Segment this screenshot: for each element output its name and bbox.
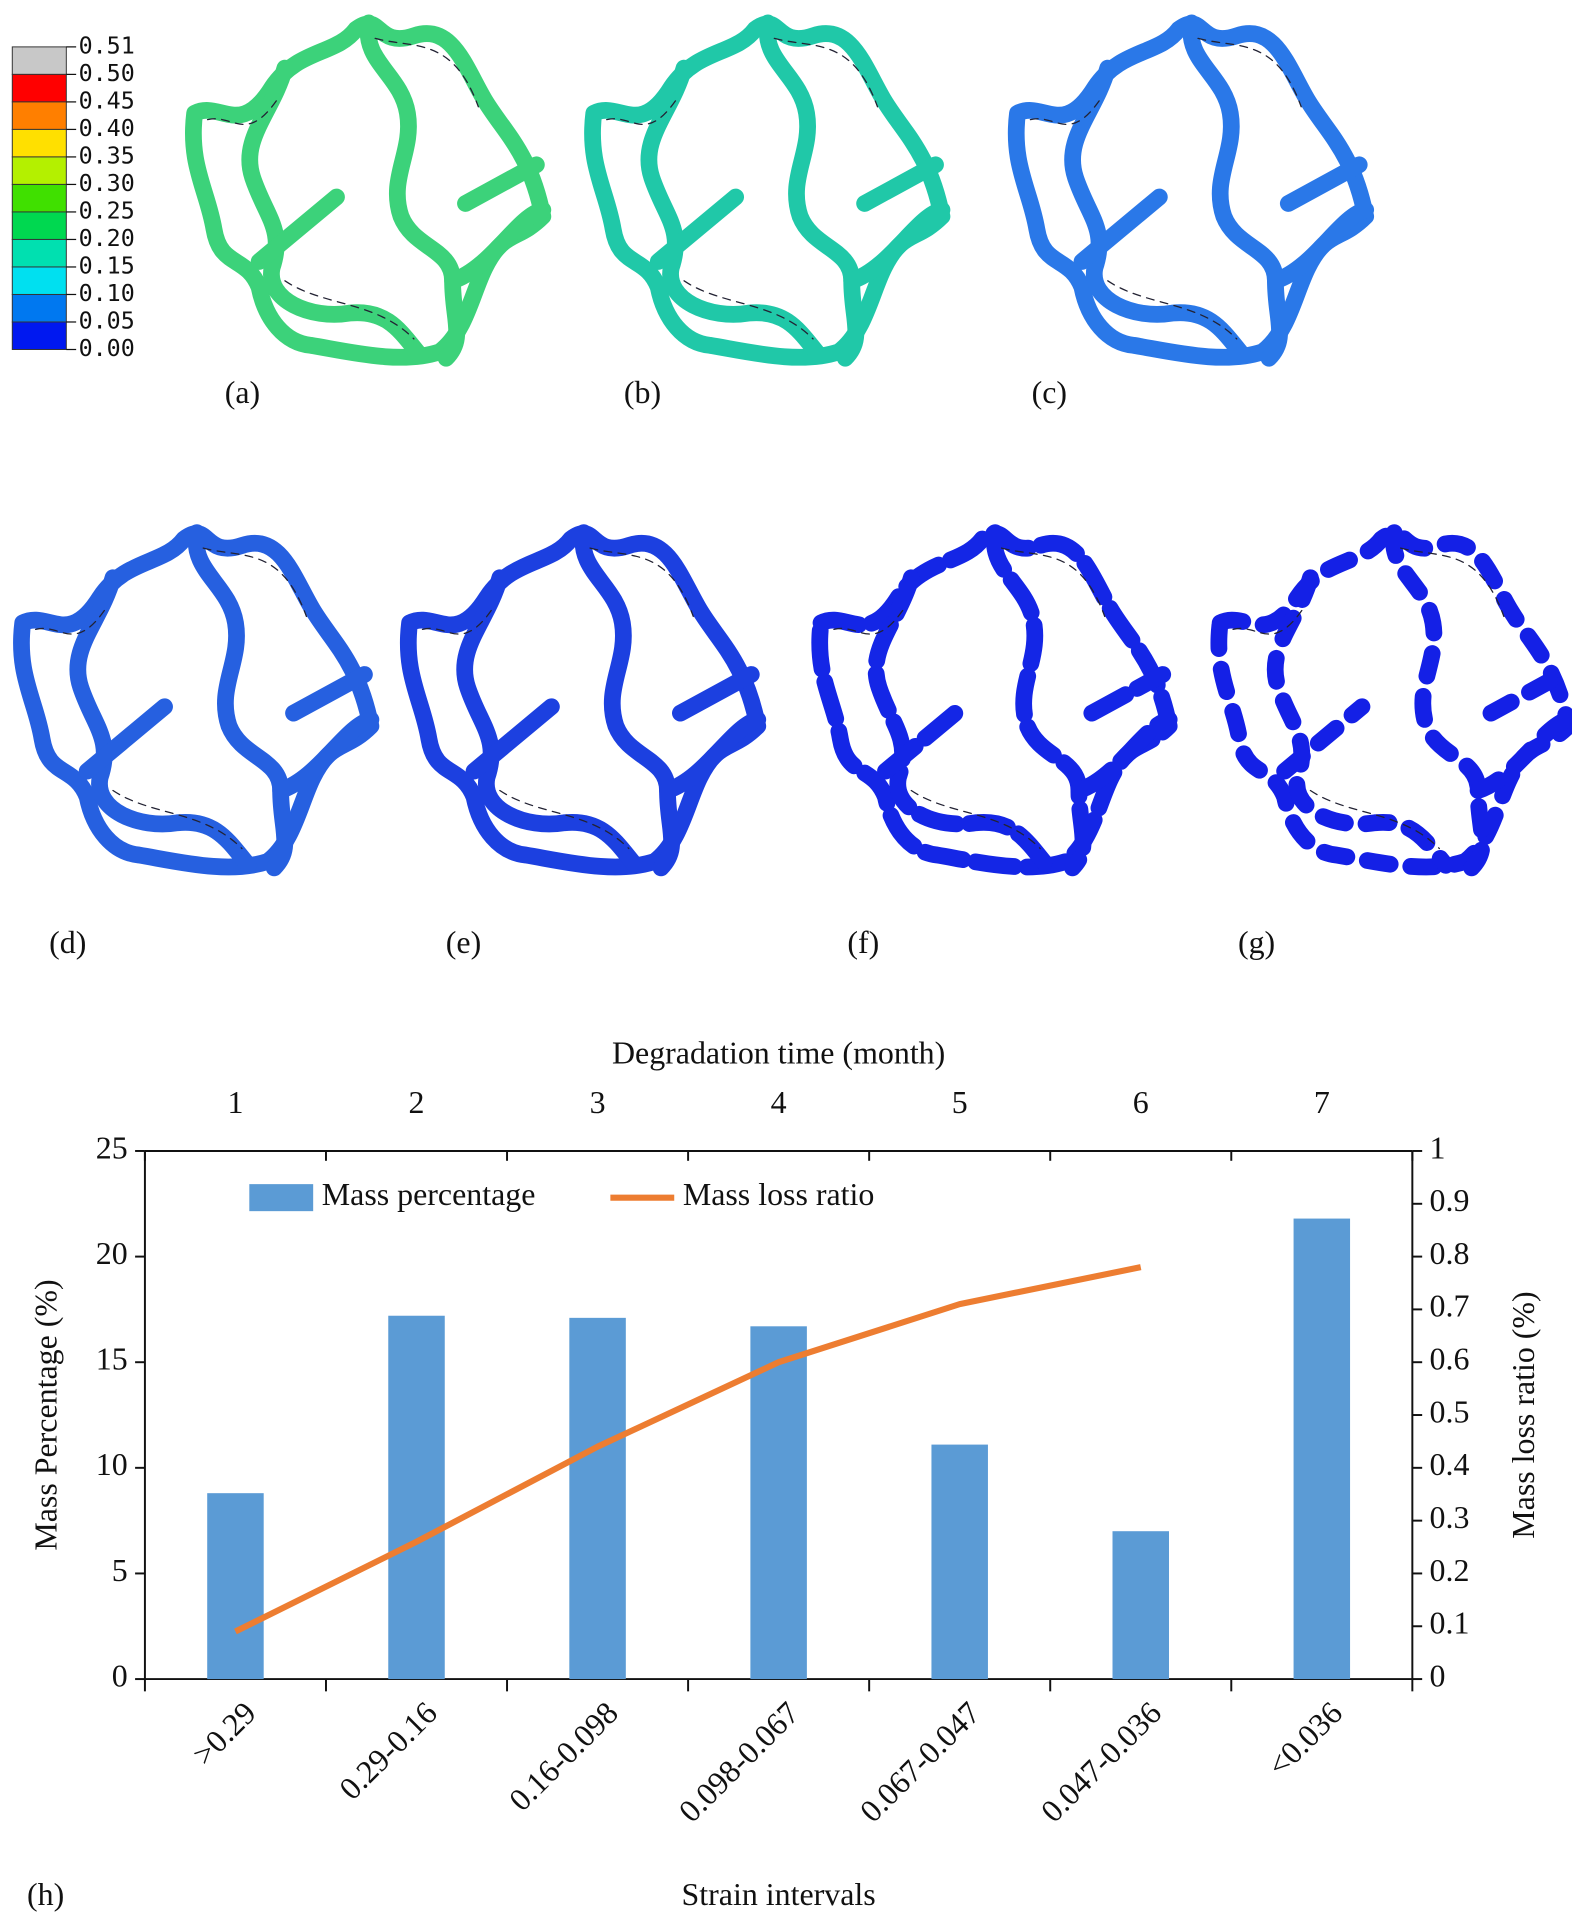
scaffold-image [193, 23, 542, 358]
contour-label: 0.05 [79, 306, 135, 334]
top-axis-title: Degradation time (month) [612, 1036, 945, 1071]
contour-label: 0.25 [79, 196, 135, 224]
contour-label: 0.51 [79, 31, 135, 59]
panel-label: (d) [49, 925, 86, 960]
y-tick-label: 15 [96, 1342, 128, 1377]
scaffold-image [1219, 533, 1568, 868]
panel-label: (e) [446, 925, 481, 960]
contour-swatch [11, 266, 67, 295]
y2-tick-label: 0.2 [1430, 1553, 1470, 1588]
bar [569, 1317, 626, 1680]
panel-label: (b) [624, 375, 661, 410]
bar [750, 1326, 807, 1680]
contour-label: 0.00 [79, 334, 135, 362]
y2-tick-label: 0.8 [1430, 1236, 1470, 1271]
panel-label: (c) [1032, 375, 1067, 410]
y2-tick-label: 0.4 [1430, 1447, 1470, 1482]
bar [1293, 1218, 1351, 1680]
scaffold-image [408, 533, 757, 868]
x-tick-label: 0.098-0.067 [672, 1695, 806, 1829]
x-tick-label: 0.29-0.16 [333, 1695, 444, 1806]
y-tick-label: 5 [112, 1553, 128, 1588]
panel-label: (f) [847, 925, 879, 960]
y-axis-title: Mass Percentage (%) [28, 1279, 63, 1550]
scaffold-image [820, 533, 1169, 868]
contour-label: 0.20 [79, 224, 135, 252]
bar [931, 1444, 988, 1680]
y2-tick-label: 0.7 [1430, 1289, 1470, 1324]
bar [207, 1493, 264, 1680]
contour-label: 0.35 [79, 141, 135, 169]
y2-tick-label: 1 [1430, 1130, 1446, 1165]
y-tick-label: 20 [96, 1236, 128, 1271]
contour-label: 0.40 [79, 114, 135, 142]
scaffold-image [1016, 23, 1365, 358]
panel-label: (a) [225, 375, 260, 410]
contour-swatch [11, 156, 67, 185]
contour-swatch [11, 73, 67, 103]
contour-label: 0.50 [79, 59, 135, 87]
y2-axis-title: Mass loss ratio (%) [1506, 1291, 1541, 1538]
top-tick-label: 1 [227, 1085, 243, 1120]
contour-swatch [11, 211, 67, 240]
contour-swatch [11, 46, 67, 75]
bar [388, 1315, 445, 1680]
y2-tick-label: 0 [1430, 1658, 1446, 1693]
contour-label: 0.30 [79, 169, 135, 197]
x-tick-label: 0.047-0.036 [1034, 1695, 1168, 1829]
y-tick-label: 0 [112, 1658, 128, 1693]
scaffold-image [21, 533, 370, 868]
y2-tick-label: 0.3 [1430, 1500, 1470, 1535]
x-axis-title: Strain intervals [682, 1877, 876, 1912]
y-tick-label: 25 [96, 1130, 128, 1165]
contour-label: 0.45 [79, 86, 135, 114]
y2-tick-label: 0.1 [1430, 1606, 1470, 1641]
y2-tick-label: 0.6 [1430, 1342, 1470, 1377]
bar [1112, 1531, 1169, 1680]
contour-label: 0.15 [79, 251, 135, 279]
y2-tick-label: 0.9 [1430, 1183, 1470, 1218]
x-tick-label: >0.29 [186, 1695, 263, 1772]
contour-label: 0.10 [79, 279, 135, 307]
contour-swatch [11, 293, 67, 323]
contour-swatch [11, 101, 67, 130]
panel-label: (h) [27, 1877, 64, 1912]
legend-swatch [249, 1184, 314, 1212]
x-tick-label: 0.067-0.047 [853, 1695, 987, 1829]
contour-swatch [11, 128, 67, 158]
legend-label: Mass percentage [322, 1177, 536, 1212]
top-tick-label: 6 [1133, 1085, 1149, 1120]
top-tick-label: 7 [1314, 1085, 1330, 1120]
x-tick-label: <0.036 [1261, 1695, 1349, 1783]
contour-swatch [11, 238, 67, 268]
x-tick-label: 0.16-0.098 [502, 1695, 625, 1818]
y2-tick-label: 0.5 [1430, 1394, 1470, 1429]
line [234, 1264, 1142, 1635]
contour-swatch [11, 321, 67, 350]
contour-swatch [11, 183, 67, 213]
y-tick-label: 10 [96, 1447, 128, 1482]
top-tick-label: 2 [409, 1085, 425, 1120]
top-tick-label: 3 [590, 1085, 606, 1120]
top-tick-label: 5 [952, 1085, 968, 1120]
panel-label: (g) [1238, 925, 1275, 960]
scaffold-image [593, 23, 942, 358]
legend-label: Mass loss ratio [683, 1177, 875, 1212]
top-tick-label: 4 [771, 1085, 787, 1120]
